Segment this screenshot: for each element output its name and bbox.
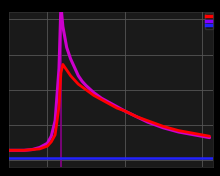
Legend: , , : , ,: [205, 13, 213, 29]
